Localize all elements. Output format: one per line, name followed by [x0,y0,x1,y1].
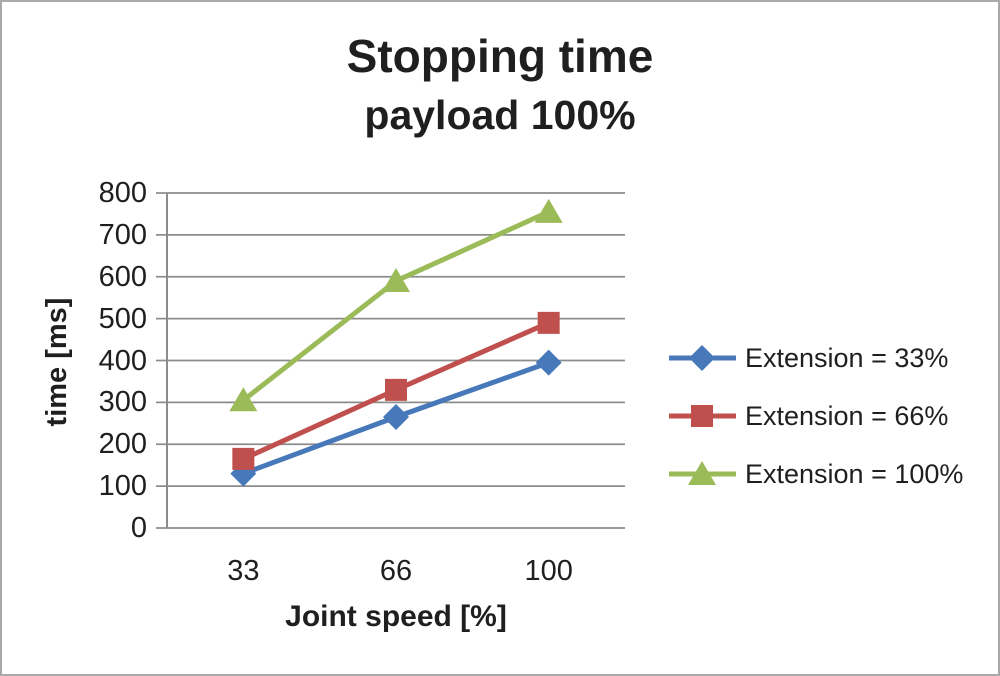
x-tick-label: 33 [227,555,260,587]
legend-item-2: Extension = 100% [668,458,964,489]
x-tick-label: 100 [524,555,573,587]
legend-label: Extension = 33% [745,342,949,373]
y-tick-label: 500 [98,302,147,335]
legend-label: Extension = 66% [745,400,949,431]
y-tick-label: 400 [98,344,147,377]
legend-marker [688,461,716,485]
data-point-marker [535,349,562,376]
data-point-marker [385,378,407,401]
legend-marker [689,345,715,371]
chart-subtitle: payload 100% [364,92,636,138]
triangle-legend-marker-icon [669,461,736,485]
y-tick-label: 600 [98,260,147,293]
x-axis-title: Joint speed [%] [285,600,507,633]
legend: Extension = 33% Extension = 66% Extension … [668,342,964,518]
y-tick-label: 800 [98,177,147,209]
data-point-marker [537,311,560,334]
diamond-legend-marker-icon [669,345,736,371]
square-legend-marker-icon [669,405,736,427]
y-tick-label: 100 [98,470,147,503]
y-tick-label: 0 [130,512,147,544]
data-point-marker [232,447,255,470]
y-tick-label: 200 [98,428,147,461]
data-point-marker [534,198,563,223]
y-tick-label: 700 [98,218,147,251]
legend-item-0: Extension = 33% [668,342,963,373]
legend-marker [691,405,713,427]
legend-item-1: Extension = 66% [668,400,963,431]
x-tick-label: 66 [379,555,413,587]
legend-label: Extension = 100% [745,458,964,489]
y-tick-label: 300 [98,386,147,419]
chart-title: Stopping time [346,30,654,82]
data-point-marker [382,267,410,292]
series-line-2 [241,209,550,403]
data-point-marker [229,387,258,412]
data-point-marker [383,404,409,431]
